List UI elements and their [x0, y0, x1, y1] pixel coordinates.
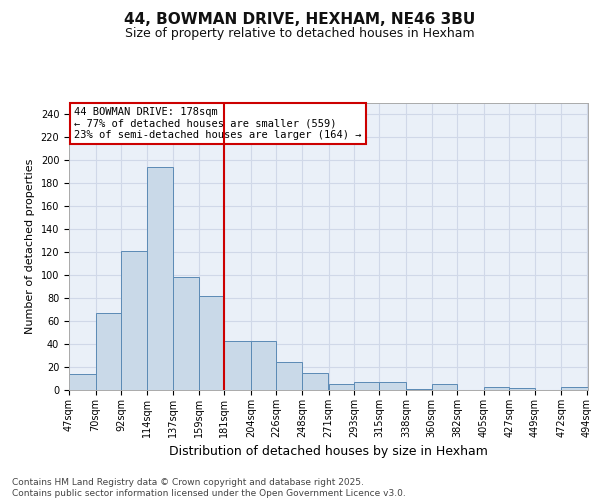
X-axis label: Distribution of detached houses by size in Hexham: Distribution of detached houses by size …: [169, 446, 488, 458]
Bar: [121, 251, 146, 390]
Bar: [302, 373, 329, 390]
Bar: [354, 382, 379, 390]
Bar: [251, 340, 277, 390]
Bar: [277, 362, 302, 390]
Text: 44 BOWMAN DRIVE: 178sqm
← 77% of detached houses are smaller (559)
23% of semi-d: 44 BOWMAN DRIVE: 178sqm ← 77% of detache…: [74, 107, 362, 140]
Bar: [329, 384, 354, 390]
Text: 44, BOWMAN DRIVE, HEXHAM, NE46 3BU: 44, BOWMAN DRIVE, HEXHAM, NE46 3BU: [124, 12, 476, 28]
Text: Size of property relative to detached houses in Hexham: Size of property relative to detached ho…: [125, 28, 475, 40]
Bar: [199, 296, 224, 390]
Bar: [484, 386, 509, 390]
Bar: [562, 386, 588, 390]
Bar: [406, 389, 431, 390]
Bar: [224, 340, 251, 390]
Bar: [69, 374, 95, 390]
Bar: [173, 278, 199, 390]
Bar: [509, 388, 535, 390]
Bar: [95, 313, 121, 390]
Bar: [379, 382, 406, 390]
Text: Contains HM Land Registry data © Crown copyright and database right 2025.
Contai: Contains HM Land Registry data © Crown c…: [12, 478, 406, 498]
Bar: [146, 167, 173, 390]
Bar: [431, 384, 457, 390]
Y-axis label: Number of detached properties: Number of detached properties: [25, 158, 35, 334]
